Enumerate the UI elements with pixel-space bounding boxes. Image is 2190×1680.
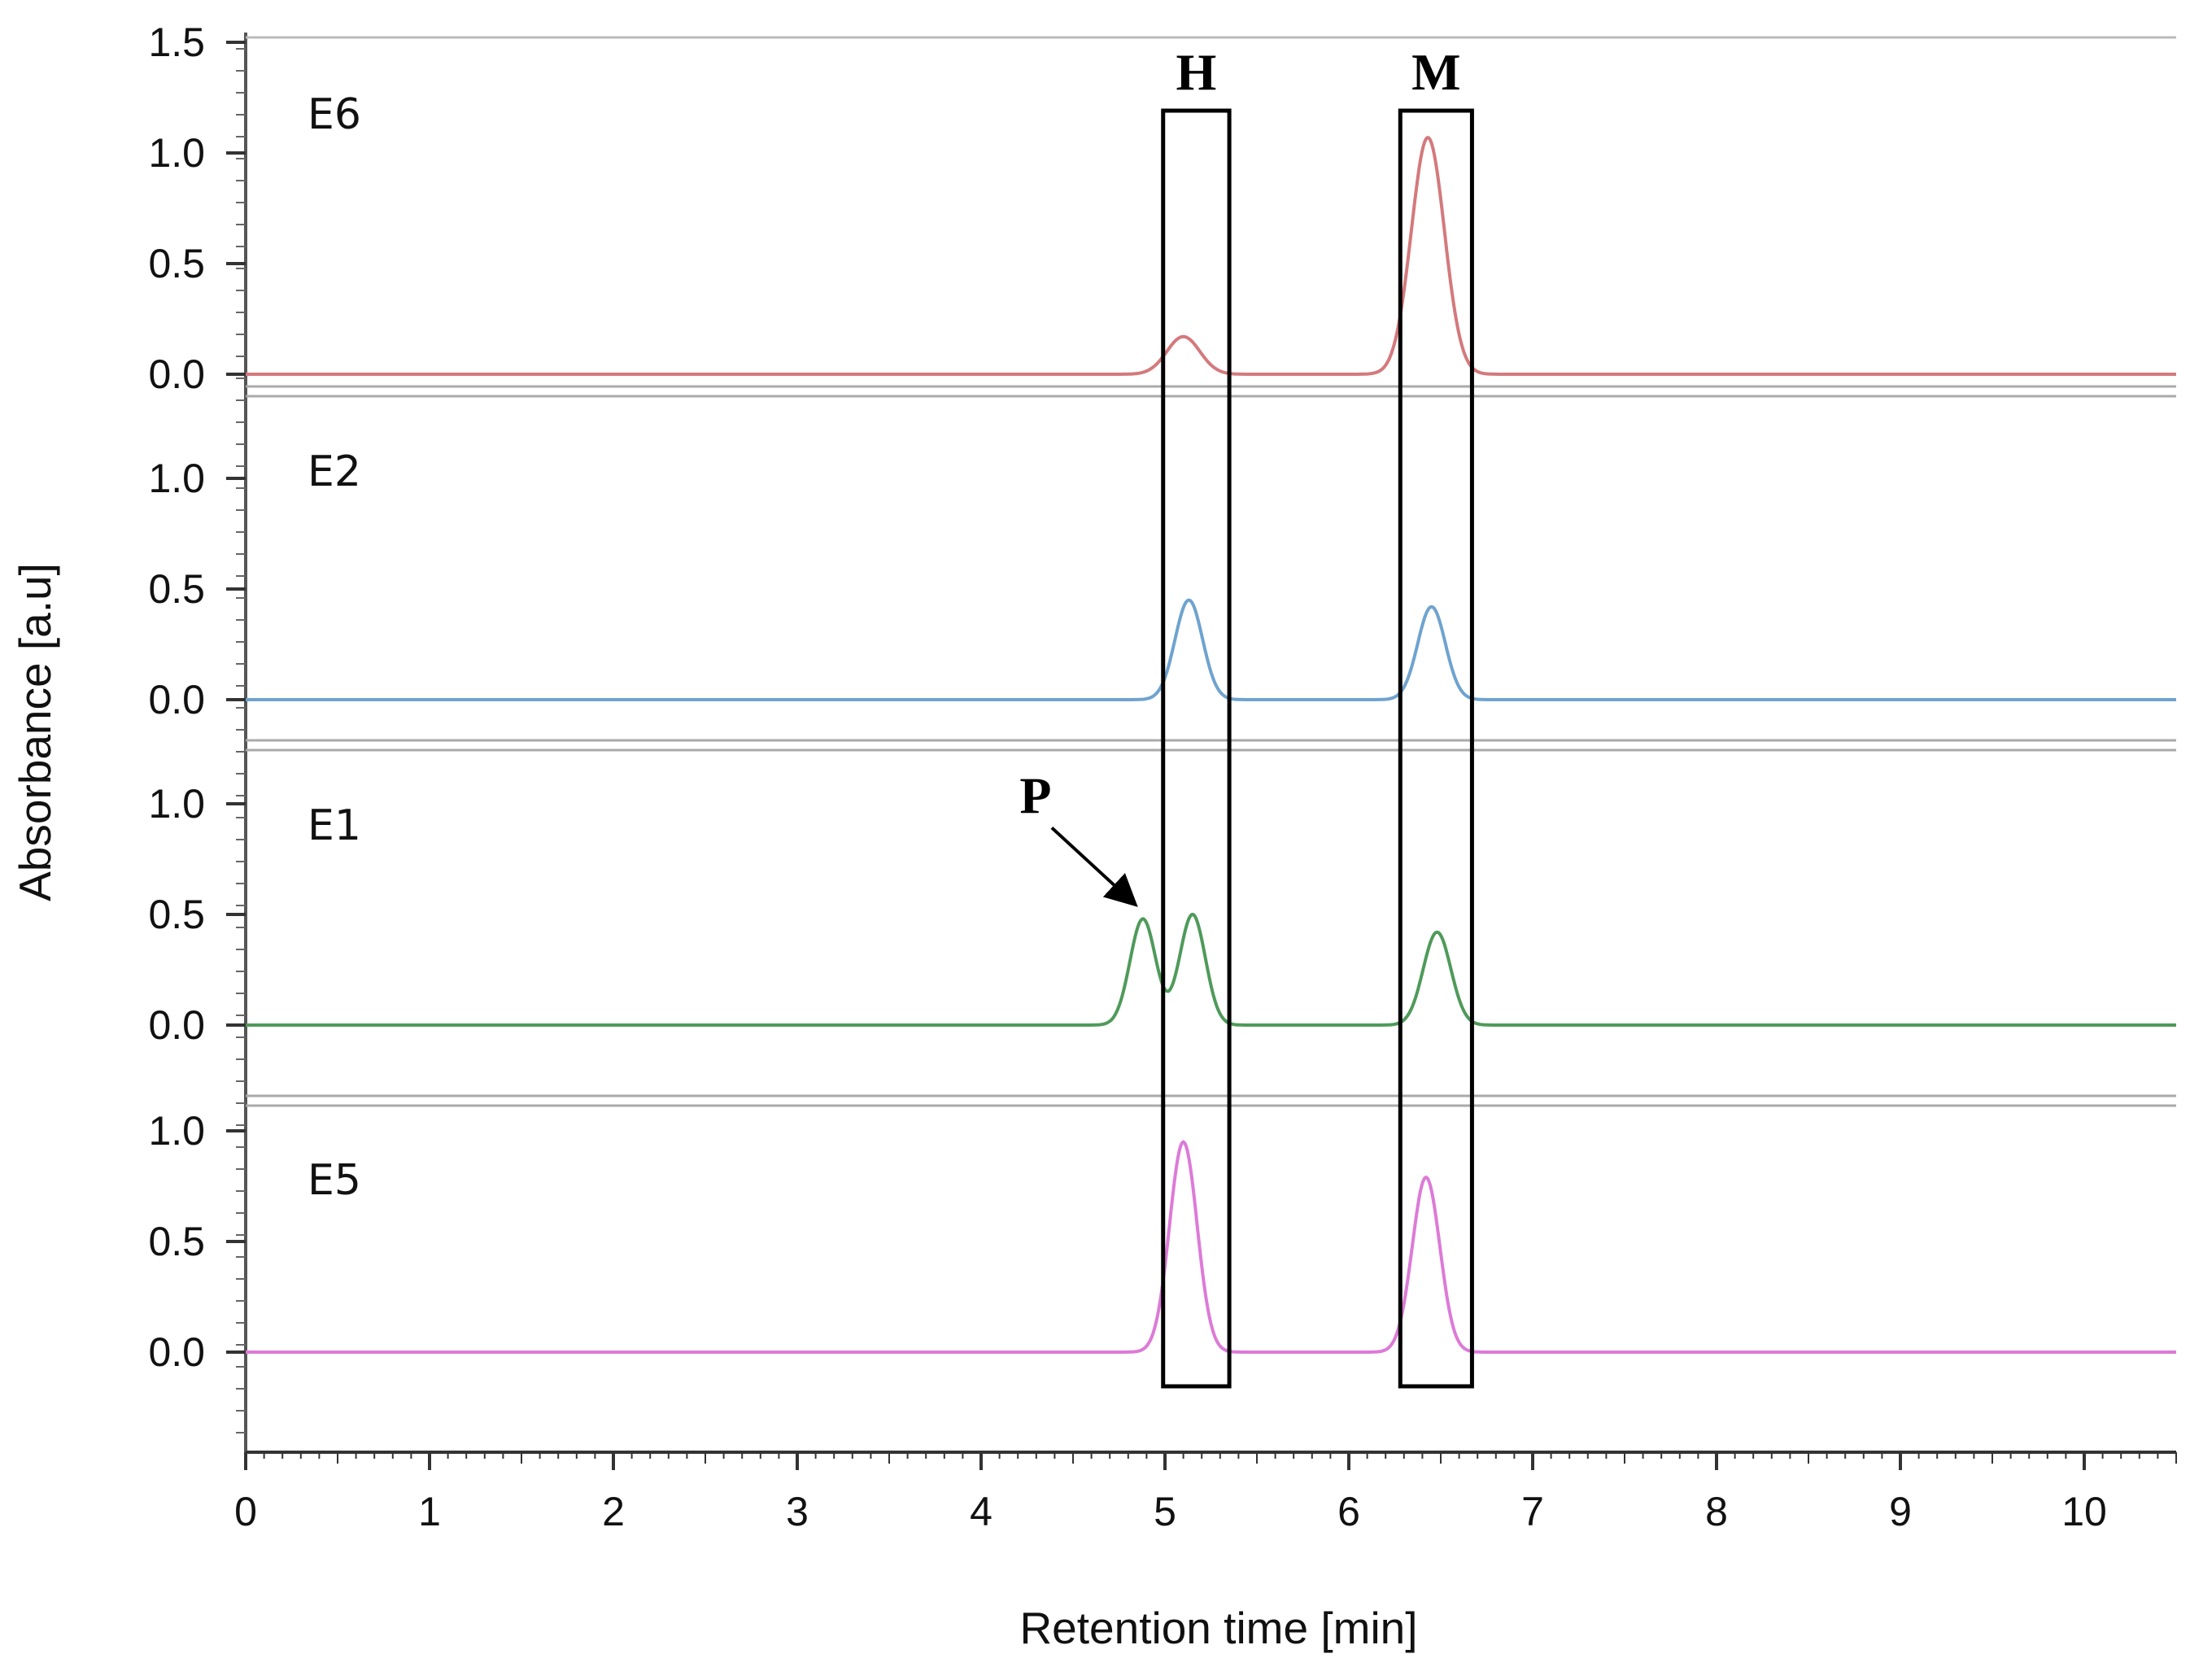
panel-label-e6: E6 <box>308 90 361 139</box>
trace-e1 <box>246 912 2176 1027</box>
y-tick-label-e2: 1.0 <box>148 456 205 501</box>
panel-label-e5: E5 <box>308 1156 361 1205</box>
y-tick-label-e5: 0.5 <box>148 1219 205 1264</box>
plot-frame <box>226 33 2177 1470</box>
x-tick-label-4: 4 <box>970 1489 992 1534</box>
annotations: H M P <box>1019 43 1474 1389</box>
annotation-label-p: P <box>1019 766 1051 824</box>
x-tick-label-2: 2 <box>602 1489 625 1534</box>
y-tick-label-e6: 1.5 <box>148 20 205 65</box>
x-axis-label: Retention time [min] <box>1019 1603 1417 1653</box>
annotation-label-m: M <box>1411 43 1460 101</box>
panel-label-e2: E2 <box>308 447 361 496</box>
trace-e5 <box>246 1140 2176 1354</box>
trace-e6 <box>246 135 2176 376</box>
x-tick-label-10: 10 <box>2061 1489 2107 1534</box>
x-tick-label-7: 7 <box>1521 1489 1544 1534</box>
annotation-box-m <box>1398 108 1474 1389</box>
trace-e2 <box>246 598 2176 701</box>
annotation-label-h: H <box>1176 43 1217 101</box>
x-tick-label-1: 1 <box>418 1489 441 1534</box>
y-tick-label-e5: 1.0 <box>148 1108 205 1154</box>
tick-labels: 0 1 2 3 4 5 6 7 8 9 10 E6 1.5 1.0 0.5 0.0 E2 1.0 0.5 0.0 E1 1… <box>148 20 2106 1534</box>
annotation-arrow-p <box>1050 826 1138 907</box>
y-tick-label-e6: 0.0 <box>148 351 205 397</box>
panel-label-e1: E1 <box>308 801 361 850</box>
y-tick-label-e6: 1.0 <box>148 130 205 176</box>
y-tick-label-e5: 0.0 <box>148 1329 205 1375</box>
x-tick-label-0: 0 <box>234 1489 257 1534</box>
y-tick-label-e1: 0.0 <box>148 1002 205 1048</box>
annotation-box-h <box>1161 108 1232 1389</box>
x-tick-label-6: 6 <box>1337 1489 1360 1534</box>
y-tick-label-e1: 1.0 <box>148 781 205 827</box>
x-tick-label-5: 5 <box>1154 1489 1176 1534</box>
x-tick-label-9: 9 <box>1889 1489 1912 1534</box>
x-tick-label-3: 3 <box>786 1489 809 1534</box>
y-tick-label-e1: 0.5 <box>148 892 205 937</box>
traces <box>246 135 2176 1354</box>
y-tick-label-e6: 0.5 <box>148 241 205 286</box>
y-tick-label-e2: 0.0 <box>148 677 205 722</box>
y-axis-label: Absorbance [a.u] <box>10 563 60 901</box>
y-tick-label-e2: 0.5 <box>148 566 205 612</box>
x-tick-label-8: 8 <box>1705 1489 1728 1534</box>
